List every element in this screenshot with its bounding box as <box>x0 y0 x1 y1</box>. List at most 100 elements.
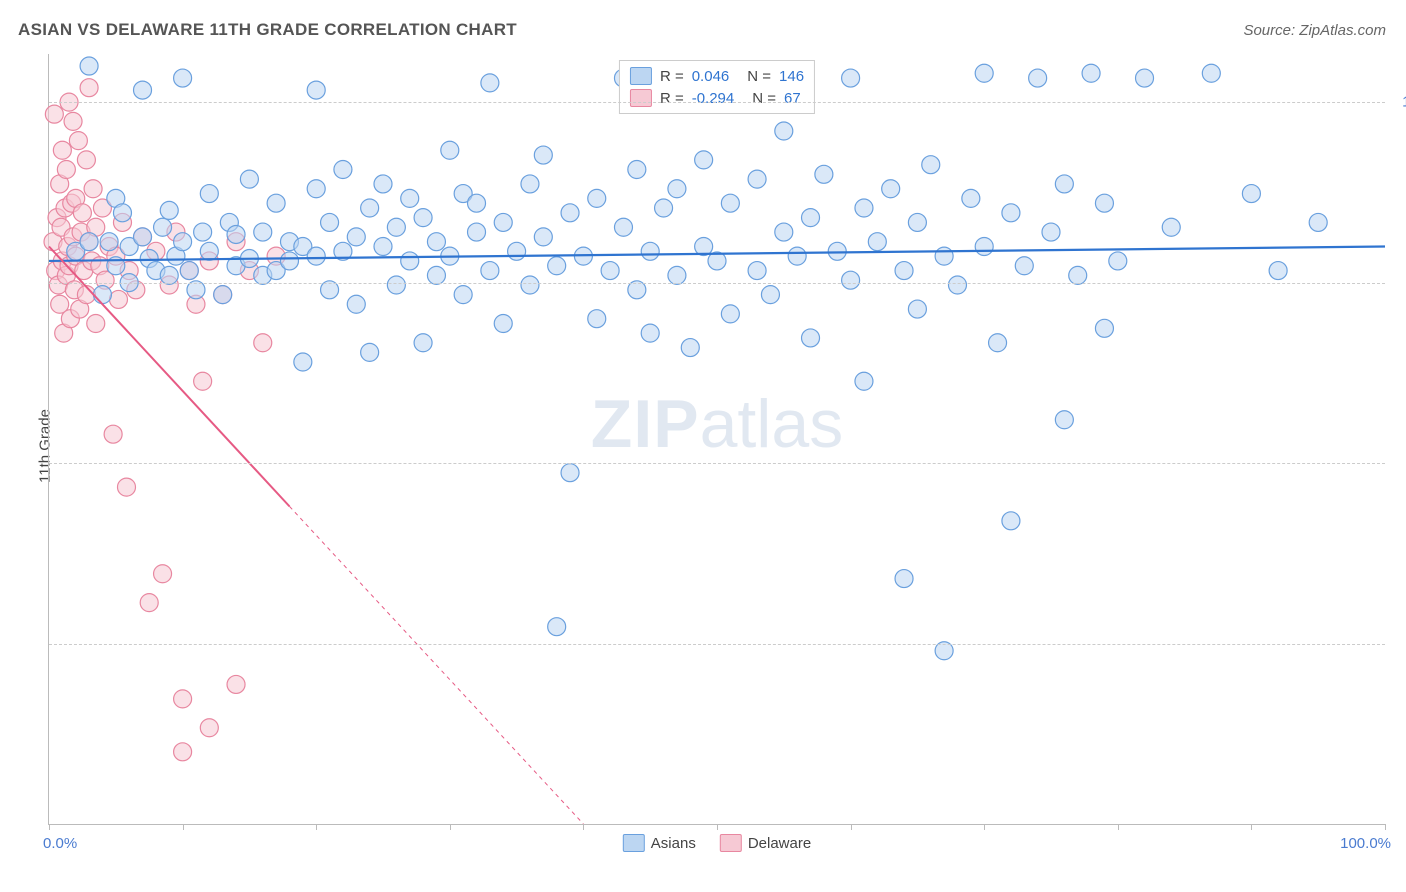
data-point <box>494 315 512 333</box>
data-point <box>140 594 158 612</box>
data-point <box>655 199 673 217</box>
legend-item-delaware: Delaware <box>720 834 811 852</box>
data-point <box>57 161 75 179</box>
n-value-asians: 146 <box>779 68 804 85</box>
data-point <box>548 257 566 275</box>
data-point <box>427 233 445 251</box>
data-point <box>174 690 192 708</box>
x-tick <box>984 824 985 830</box>
data-point <box>1042 223 1060 241</box>
data-point <box>468 194 486 212</box>
data-point <box>1082 64 1100 82</box>
data-point <box>855 199 873 217</box>
data-point <box>1002 512 1020 530</box>
data-point <box>45 105 63 123</box>
data-point <box>1202 64 1220 82</box>
data-point <box>842 69 860 87</box>
data-point <box>775 122 793 140</box>
gridline <box>49 283 1385 284</box>
data-point <box>174 69 192 87</box>
x-tick <box>1385 824 1386 830</box>
data-point <box>361 343 379 361</box>
data-point <box>1095 194 1113 212</box>
data-point <box>1055 175 1073 193</box>
data-point <box>1242 185 1260 203</box>
swatch-asians-bottom <box>623 834 645 852</box>
data-point <box>548 618 566 636</box>
data-point <box>628 161 646 179</box>
data-point <box>154 218 172 236</box>
x-label-max: 100.0% <box>1340 835 1391 852</box>
n-value-delaware: 67 <box>784 90 801 107</box>
data-point <box>401 189 419 207</box>
data-point <box>117 478 135 496</box>
data-point <box>100 233 118 251</box>
data-point <box>113 204 131 222</box>
data-point <box>387 276 405 294</box>
data-point <box>1136 69 1154 87</box>
data-point <box>73 204 91 222</box>
data-point <box>975 238 993 256</box>
data-point <box>721 194 739 212</box>
data-point <box>908 213 926 231</box>
data-point <box>294 353 312 371</box>
data-point <box>641 242 659 260</box>
y-tick-label: 92.5% <box>1393 274 1406 291</box>
data-point <box>895 262 913 280</box>
data-point <box>69 132 87 150</box>
data-point <box>267 194 285 212</box>
data-point <box>895 570 913 588</box>
data-point <box>534 228 552 246</box>
gridline <box>49 102 1385 103</box>
swatch-asians <box>630 67 652 85</box>
data-point <box>374 175 392 193</box>
chart-title: ASIAN VS DELAWARE 11TH GRADE CORRELATION… <box>18 20 517 40</box>
data-point <box>908 300 926 318</box>
data-point <box>842 271 860 289</box>
data-point <box>334 161 352 179</box>
data-point <box>1162 218 1180 236</box>
r-value-asians: 0.046 <box>692 68 730 85</box>
data-point <box>962 189 980 207</box>
x-tick <box>583 824 584 830</box>
data-point <box>160 201 178 219</box>
chart-container: ASIAN VS DELAWARE 11TH GRADE CORRELATION… <box>0 0 1406 892</box>
source-label: Source: ZipAtlas.com <box>1243 22 1386 39</box>
data-point <box>588 310 606 328</box>
y-tick-label: 77.5% <box>1393 635 1406 652</box>
trend-line-dashed <box>289 506 583 824</box>
r-value-delaware: -0.294 <box>692 90 735 107</box>
data-point <box>200 242 218 260</box>
data-point <box>975 64 993 82</box>
data-point <box>681 339 699 357</box>
data-point <box>1269 262 1287 280</box>
data-point <box>80 79 98 97</box>
data-point <box>321 213 339 231</box>
data-point <box>240 170 258 188</box>
data-point <box>80 233 98 251</box>
data-point <box>401 252 419 270</box>
swatch-delaware <box>630 89 652 107</box>
data-point <box>948 276 966 294</box>
data-point <box>614 218 632 236</box>
data-point <box>174 233 192 251</box>
data-point <box>154 565 172 583</box>
data-point <box>1029 69 1047 87</box>
scatter-svg <box>49 54 1385 824</box>
data-point <box>802 209 820 227</box>
data-point <box>361 199 379 217</box>
data-point <box>761 286 779 304</box>
data-point <box>641 324 659 342</box>
data-point <box>1002 204 1020 222</box>
data-point <box>935 247 953 265</box>
x-tick <box>49 824 50 830</box>
data-point <box>194 372 212 390</box>
data-point <box>134 228 152 246</box>
x-label-min: 0.0% <box>43 835 77 852</box>
data-point <box>280 252 298 270</box>
data-point <box>307 180 325 198</box>
data-point <box>64 112 82 130</box>
data-point <box>200 185 218 203</box>
data-point <box>508 242 526 260</box>
y-tick-label: 100.0% <box>1393 94 1406 111</box>
